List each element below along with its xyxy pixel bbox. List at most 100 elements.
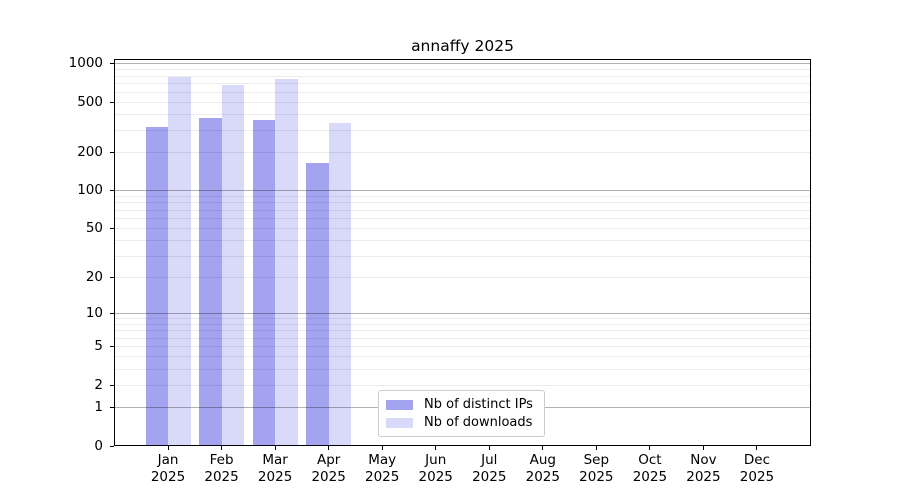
y-tick-label-200: 200 (77, 144, 103, 161)
gridline-minor-y-70 (115, 209, 810, 211)
y-tick-mark-500 (110, 101, 114, 103)
legend-swatch-distinct-ips (386, 399, 413, 410)
gridline-minor-y-500 (115, 101, 810, 103)
x-tick-month-aug: Aug (529, 452, 556, 468)
x-tick-year-jan: 2025 (150, 468, 186, 485)
x-tick-label-jun: Jun 2025 (408, 452, 464, 485)
gridline-minor-y-5 (115, 346, 810, 348)
gridline-minor-y-900 (115, 69, 810, 71)
x-tick-year-jun: 2025 (418, 468, 453, 485)
x-tick-month-mar: Mar (262, 452, 288, 468)
x-tick-label-aug: Aug 2025 (515, 452, 571, 485)
x-tick-year-apr: 2025 (311, 468, 346, 485)
x-tick-year-mar: 2025 (257, 468, 293, 485)
y-tick-label-50: 50 (85, 220, 103, 237)
gridline-minor-y-90 (115, 196, 810, 198)
y-tick-label-1000: 1000 (68, 55, 103, 72)
x-tick-year-oct: 2025 (632, 468, 668, 485)
x-tick-year-jul: 2025 (472, 468, 507, 485)
y-tick-label-1: 1 (94, 399, 103, 416)
x-tick-mark-nov (702, 446, 704, 450)
x-tick-mark-mar (274, 446, 276, 450)
legend-item-distinct-ips: Nb of distinct IPs (386, 397, 537, 412)
y-tick-mark-0 (110, 445, 114, 447)
gridline-minor-y-30 (115, 255, 810, 257)
x-tick-label-may: May 2025 (354, 452, 410, 485)
x-tick-month-nov: Nov (690, 452, 717, 468)
x-tick-mark-jan (167, 446, 169, 450)
y-tick-label-100: 100 (77, 182, 103, 199)
x-tick-year-feb: 2025 (204, 468, 239, 485)
bar-downloads-apr (328, 122, 352, 446)
x-tick-label-apr: Apr 2025 (301, 452, 357, 485)
x-tick-year-sep: 2025 (579, 468, 614, 485)
x-tick-mark-jun (435, 446, 437, 450)
x-tick-mark-feb (221, 446, 223, 450)
x-tick-month-oct: Oct (638, 452, 662, 468)
bar-distinct-ips-mar (252, 119, 276, 446)
x-tick-label-jul: Jul 2025 (461, 452, 517, 485)
gridline-minor-y-4 (115, 356, 810, 358)
x-tick-month-jun: Jun (425, 452, 447, 468)
gridline-minor-y-200 (115, 152, 810, 154)
x-tick-year-aug: 2025 (525, 468, 560, 485)
x-tick-label-feb: Feb 2025 (194, 452, 250, 485)
x-tick-year-dec: 2025 (739, 468, 775, 485)
y-tick-mark-50 (110, 228, 114, 230)
legend-swatch-downloads (386, 417, 413, 428)
y-tick-mark-5 (110, 346, 114, 348)
legend-item-downloads: Nb of downloads (386, 415, 537, 430)
x-tick-month-jul: Jul (481, 452, 498, 468)
gridline-minor-y-9 (115, 318, 810, 320)
gridline-minor-y-700 (115, 83, 810, 85)
gridline-minor-y-80 (115, 202, 810, 204)
x-tick-month-feb: Feb (209, 452, 234, 468)
x-tick-year-may: 2025 (365, 468, 400, 485)
x-tick-mark-may (381, 446, 383, 450)
y-tick-label-10: 10 (85, 304, 103, 321)
gridline-minor-y-6 (115, 337, 810, 339)
gridline-minor-y-40 (115, 240, 810, 242)
y-tick-mark-10 (110, 312, 114, 314)
gridline-minor-y-8 (115, 323, 810, 325)
gridline-major-y-10 (115, 312, 810, 314)
gridline-minor-y-50 (115, 228, 810, 230)
y-tick-label-20: 20 (85, 269, 103, 286)
gridline-minor-y-600 (115, 91, 810, 93)
x-tick-month-apr: Apr (316, 452, 341, 468)
x-tick-mark-jul (488, 446, 490, 450)
legend-label-downloads: Nb of downloads (424, 415, 533, 430)
y-tick-mark-1000 (110, 63, 114, 65)
x-tick-mark-oct (649, 446, 651, 450)
y-tick-mark-2 (110, 384, 114, 386)
x-tick-mark-dec (756, 446, 758, 450)
x-tick-mark-aug (542, 446, 544, 450)
y-tick-label-5: 5 (94, 338, 103, 355)
x-tick-label-mar: Mar 2025 (247, 452, 303, 485)
y-tick-mark-200 (110, 152, 114, 154)
x-tick-label-dec: Dec 2025 (729, 452, 785, 485)
y-tick-label-2: 2 (94, 376, 103, 393)
bar-distinct-ips-jan (145, 127, 169, 446)
plot-border (114, 59, 811, 446)
bar-downloads-feb (221, 84, 245, 446)
x-tick-month-may: May (368, 452, 397, 468)
x-tick-mark-sep (595, 446, 597, 450)
y-tick-label-0: 0 (94, 437, 103, 454)
x-tick-label-sep: Sep 2025 (568, 452, 624, 485)
bar-distinct-ips-feb (199, 118, 222, 446)
gridline-major-y-1000 (115, 63, 810, 65)
x-tick-mark-apr (328, 446, 330, 450)
y-tick-mark-20 (110, 277, 114, 279)
x-tick-label-nov: Nov 2025 (675, 452, 731, 485)
legend-label-distinct-ips: Nb of distinct IPs (424, 397, 533, 412)
x-tick-month-jan: Jan (157, 452, 179, 468)
gridline-minor-y-400 (115, 113, 810, 115)
x-tick-label-oct: Oct 2025 (622, 452, 678, 485)
x-tick-label-jan: Jan 2025 (140, 452, 196, 485)
gridline-minor-y-2 (115, 384, 810, 386)
x-tick-month-dec: Dec (743, 452, 771, 468)
x-tick-year-nov: 2025 (686, 468, 721, 485)
x-tick-month-sep: Sep (583, 452, 610, 468)
